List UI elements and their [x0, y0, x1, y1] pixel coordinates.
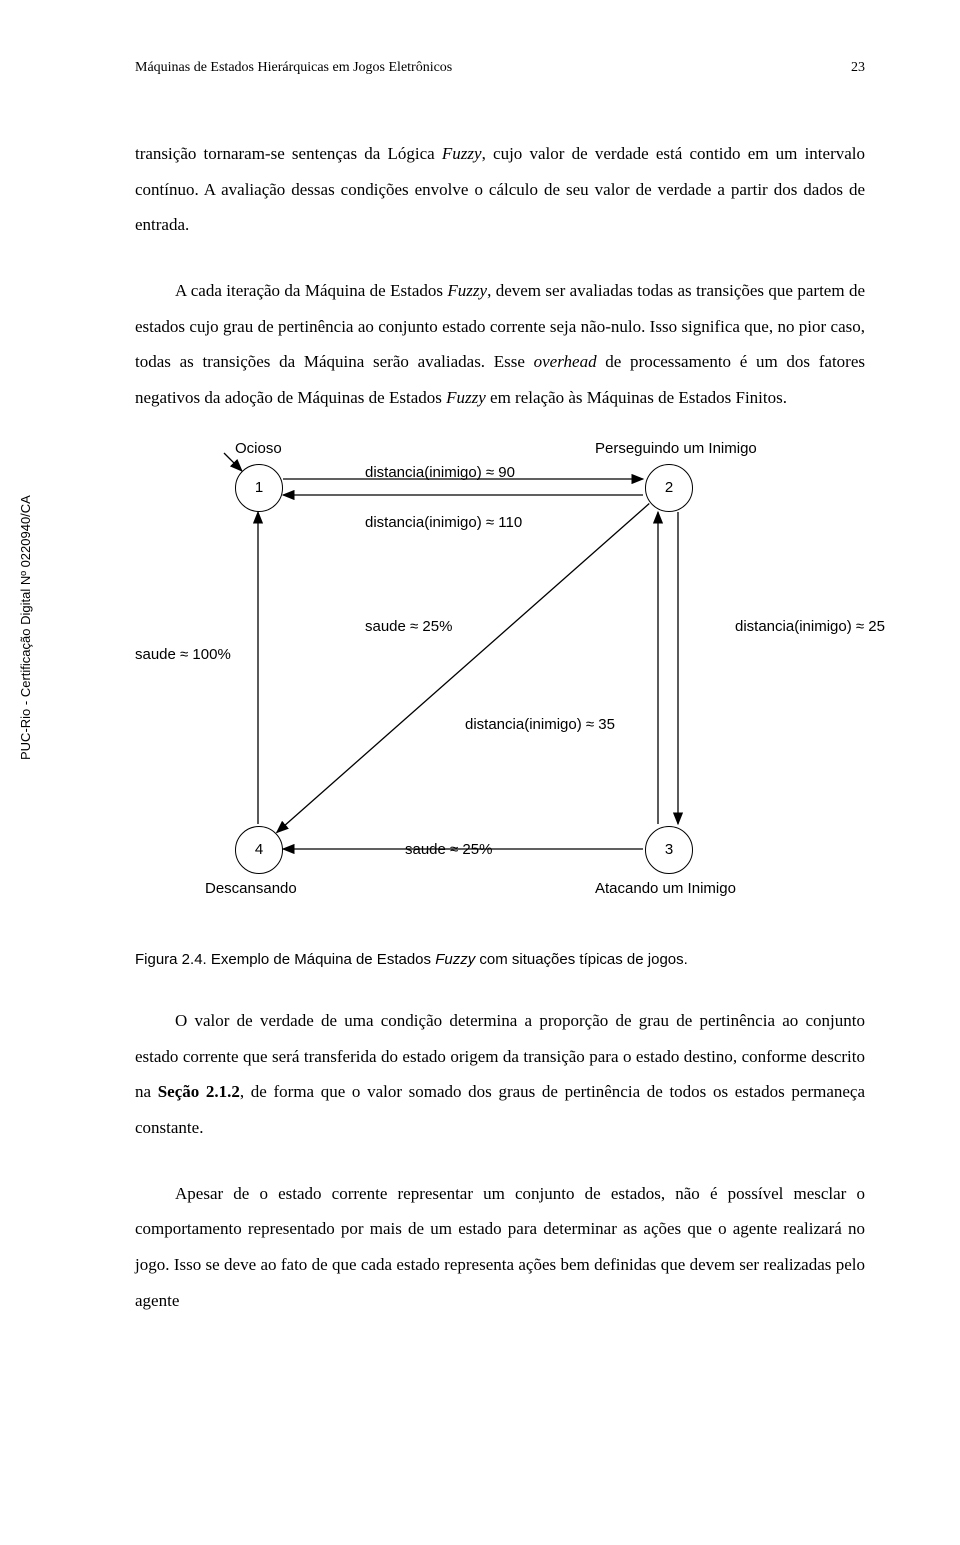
- edge-label: distancia(inimigo) ≈ 110: [365, 514, 522, 531]
- edge-label: saude ≈ 25%: [365, 618, 452, 635]
- edge-label: saude ≈ 100%: [135, 646, 231, 663]
- paragraph-2: A cada iteração da Máquina de Estados Fu…: [135, 273, 865, 416]
- state-name-label: Atacando um Inimigo: [595, 880, 736, 897]
- paragraph-1: transição tornaram-se sentenças da Lógic…: [135, 136, 865, 243]
- edge-label: distancia(inimigo) ≈ 25: [735, 618, 885, 635]
- certification-sidebar: PUC-Rio - Certificação Digital Nº 022094…: [18, 495, 33, 760]
- page-header: Máquinas de Estados Hierárquicas em Jogo…: [135, 60, 865, 76]
- header-title: Máquinas de Estados Hierárquicas em Jogo…: [135, 60, 452, 75]
- paragraph-4: Apesar de o estado corrente representar …: [135, 1176, 865, 1319]
- state-node-4: 4: [235, 826, 283, 874]
- state-name-label: Perseguindo um Inimigo: [595, 440, 757, 457]
- edge-label: saude ≈ 25%: [405, 841, 492, 858]
- state-name-label: Descansando: [205, 880, 297, 897]
- edge-label: distancia(inimigo) ≈ 90: [365, 464, 515, 481]
- page-number: 23: [851, 60, 865, 76]
- state-node-2: 2: [645, 464, 693, 512]
- paragraph-3: O valor de verdade de uma condição deter…: [135, 1003, 865, 1146]
- figure-caption: Figura 2.4. Exemplo de Máquina de Estado…: [135, 951, 865, 968]
- state-node-1: 1: [235, 464, 283, 512]
- state-name-label: Ocioso: [235, 440, 282, 457]
- page: Máquinas de Estados Hierárquicas em Jogo…: [0, 0, 960, 1545]
- state-node-3: 3: [645, 826, 693, 874]
- edge-label: distancia(inimigo) ≈ 35: [465, 716, 615, 733]
- state-diagram: distancia(inimigo) ≈ 90 distancia(inimigo…: [145, 446, 875, 926]
